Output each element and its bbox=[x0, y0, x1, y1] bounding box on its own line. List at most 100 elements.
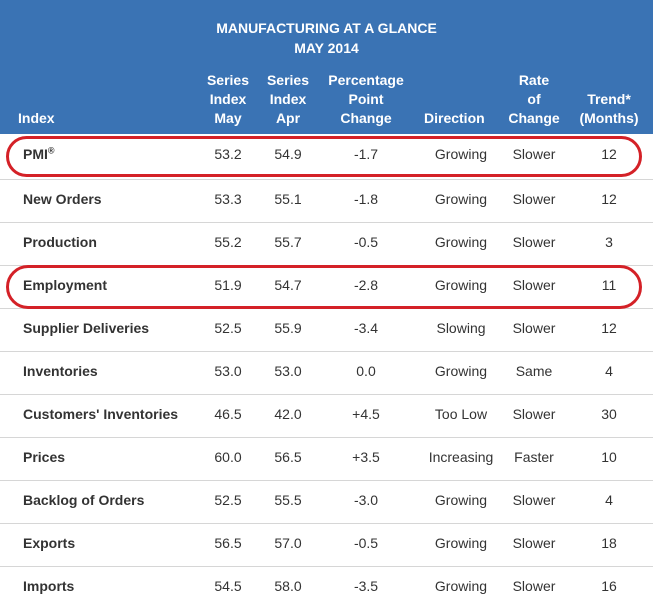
header-series-may-line2: Index bbox=[209, 91, 247, 107]
cell-direction: Growing bbox=[434, 234, 488, 250]
header-series-may: Series Index May bbox=[198, 71, 258, 128]
highlight-circle-pmi bbox=[6, 136, 642, 177]
cell-trend: 16 bbox=[601, 578, 617, 594]
header-rate-line1: Rate bbox=[518, 72, 550, 88]
header-pct-change: Percentage Point Change bbox=[318, 71, 414, 128]
row-separator bbox=[0, 394, 653, 395]
table-subtitle: MAY 2014 bbox=[294, 40, 359, 56]
cell-change: -1.8 bbox=[353, 191, 379, 207]
cell-change: +3.5 bbox=[352, 449, 380, 465]
cell-direction: Growing bbox=[434, 578, 488, 594]
row-separator bbox=[0, 523, 653, 524]
row-separator bbox=[0, 566, 653, 567]
cell-change: -3.0 bbox=[353, 492, 379, 508]
row-index-label: PMI bbox=[23, 146, 48, 162]
header-series-may-line1: Series bbox=[206, 72, 250, 88]
header-pct-change-line3: Change bbox=[340, 110, 392, 126]
row-separator bbox=[0, 437, 653, 438]
cell-apr: 56.5 bbox=[274, 449, 302, 465]
cell-trend: 18 bbox=[601, 535, 617, 551]
cell-direction: Increasing bbox=[428, 449, 494, 465]
cell-direction: Growing bbox=[434, 146, 488, 162]
cell-change: +4.5 bbox=[352, 406, 380, 422]
row-index-label: Exports bbox=[23, 535, 76, 551]
cell-trend: 10 bbox=[601, 449, 617, 465]
row-index-name: Imports bbox=[23, 578, 74, 594]
cell-direction: Too Low bbox=[434, 406, 488, 422]
cell-rate: Same bbox=[515, 363, 553, 379]
cell-apr: 55.9 bbox=[274, 320, 302, 336]
cell-rate: Slower bbox=[512, 492, 556, 508]
highlight-circle-employment bbox=[6, 265, 642, 309]
cell-may: 53.0 bbox=[214, 363, 242, 379]
cell-rate: Slower bbox=[512, 535, 556, 551]
row-index-name: Production bbox=[23, 234, 97, 250]
cell-rate: Slower bbox=[512, 234, 556, 250]
cell-apr: 53.0 bbox=[274, 363, 302, 379]
cell-rate: Slower bbox=[512, 578, 556, 594]
header-trend-line2: (Months) bbox=[579, 110, 639, 126]
cell-apr: 55.1 bbox=[274, 191, 302, 207]
row-index-label: Production bbox=[23, 234, 97, 250]
header-series-apr-line2: Index bbox=[269, 91, 307, 107]
row-index-name: Inventories bbox=[23, 363, 98, 379]
table-row: Inventories 53.0 53.0 0.0 Growing Same 4 bbox=[0, 351, 653, 394]
header-rate-line3: Change bbox=[508, 110, 560, 126]
row-separator bbox=[0, 222, 653, 223]
row-index-name: Supplier Deliveries bbox=[23, 320, 149, 336]
row-index-name: Employment bbox=[23, 277, 107, 293]
table-row: Supplier Deliveries 52.5 55.9 -3.4 Slowing Sl… bbox=[0, 308, 653, 351]
cell-direction: Growing bbox=[434, 363, 488, 379]
cell-direction: Slowing bbox=[436, 320, 486, 336]
header-direction: Direction bbox=[424, 110, 485, 126]
table-row: Production 55.2 55.7 -0.5 Growing Slower 3 bbox=[0, 222, 653, 265]
header-pct-change-line2: Point bbox=[348, 91, 384, 107]
cell-trend: 30 bbox=[601, 406, 617, 422]
row-index-label: Inventories bbox=[23, 363, 98, 379]
registered-mark: ® bbox=[47, 145, 55, 156]
cell-change: -3.5 bbox=[353, 578, 379, 594]
row-index-name: New Orders bbox=[23, 191, 102, 207]
row-separator bbox=[0, 480, 653, 481]
header-series-apr-line1: Series bbox=[266, 72, 310, 88]
table-row: Prices 60.0 56.5 +3.5 Increasing Faster 10 bbox=[0, 437, 653, 480]
header-trend-line1: Trend* bbox=[587, 91, 631, 107]
cell-change: -3.4 bbox=[353, 320, 379, 336]
cell-may: 53.3 bbox=[214, 191, 242, 207]
cell-rate: Faster bbox=[514, 449, 554, 465]
table-row: Exports 56.5 57.0 -0.5 Growing Slower 18 bbox=[0, 523, 653, 566]
cell-trend: 4 bbox=[605, 363, 613, 379]
cell-direction: Growing bbox=[434, 277, 488, 293]
table-row: New Orders 53.3 55.1 -1.8 Growing Slower 12 bbox=[0, 179, 653, 222]
row-index-name: Prices bbox=[23, 449, 65, 465]
row-index-label: Supplier Deliveries bbox=[23, 320, 150, 336]
cell-may: 52.5 bbox=[214, 492, 242, 508]
table-header: MANUFACTURING AT A GLANCE MAY 2014 Index… bbox=[0, 0, 653, 134]
row-index-label: Employment bbox=[23, 277, 108, 293]
row-index-label: Customers' Inventories bbox=[23, 406, 179, 422]
cell-rate: Slower bbox=[512, 406, 556, 422]
cell-trend: 12 bbox=[601, 191, 617, 207]
cell-rate: Slower bbox=[512, 146, 556, 162]
cell-may: 51.9 bbox=[214, 277, 242, 293]
table-row: Customers' Inventories 46.5 42.0 +4.5 Too Lo… bbox=[0, 394, 653, 437]
cell-apr: 55.7 bbox=[274, 234, 302, 250]
header-index: Index bbox=[18, 110, 55, 126]
table-title: MANUFACTURING AT A GLANCE bbox=[216, 20, 437, 36]
row-index-label: Prices bbox=[23, 449, 66, 465]
cell-change: -0.5 bbox=[353, 535, 379, 551]
header-rate-line2: of bbox=[527, 91, 541, 107]
cell-rate: Slower bbox=[512, 191, 556, 207]
cell-rate: Slower bbox=[512, 320, 556, 336]
cell-apr: 55.5 bbox=[274, 492, 302, 508]
cell-may: 46.5 bbox=[214, 406, 242, 422]
row-separator bbox=[0, 351, 653, 352]
cell-change: 0.0 bbox=[356, 363, 376, 379]
header-series-apr: Series Index Apr bbox=[258, 71, 318, 128]
cell-trend: 12 bbox=[601, 320, 617, 336]
row-index-name: PMI® bbox=[23, 146, 55, 162]
cell-trend: 12 bbox=[601, 146, 617, 162]
row-index-name: Exports bbox=[23, 535, 75, 551]
cell-may: 60.0 bbox=[214, 449, 242, 465]
cell-may: 53.2 bbox=[214, 146, 242, 162]
